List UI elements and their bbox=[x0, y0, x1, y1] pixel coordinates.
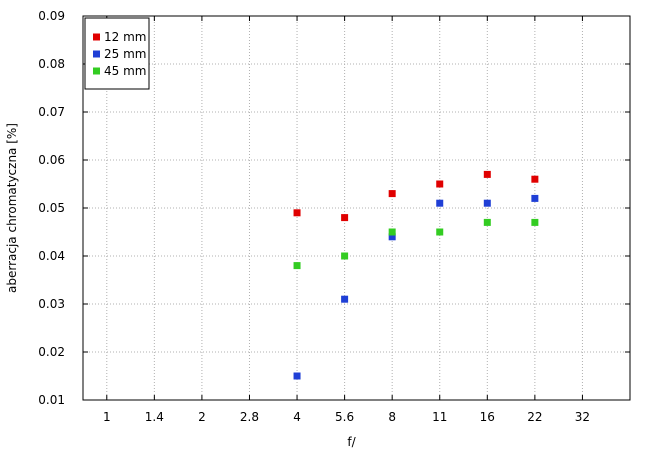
data-point bbox=[388, 228, 396, 236]
data-point bbox=[436, 199, 444, 207]
data-point bbox=[341, 252, 349, 260]
y-axis-label: aberracja chromatyczna [%] bbox=[5, 123, 19, 293]
x-tick-label: 16 bbox=[480, 410, 495, 424]
data-point bbox=[293, 372, 301, 380]
y-tick-label: 0.01 bbox=[38, 393, 65, 407]
axis-ticks: 1 1.4 2 2.8 4 5.6 8 11 16 22 32 0.01 0.02 0.03 0.04 0.0… bbox=[38, 9, 630, 424]
x-tick-label: 22 bbox=[527, 410, 542, 424]
x-axis-label: f/ bbox=[347, 435, 356, 449]
x-tick-label: 2.8 bbox=[240, 410, 259, 424]
y-tick-label: 0.03 bbox=[38, 297, 65, 311]
y-tick-label: 0.09 bbox=[38, 9, 65, 23]
legend-label: 45 mm bbox=[104, 64, 146, 78]
grid bbox=[83, 16, 630, 400]
legend-label: 12 mm bbox=[104, 30, 146, 44]
data-point bbox=[341, 214, 349, 222]
x-tick-label: 1 bbox=[103, 410, 111, 424]
data-point bbox=[293, 262, 301, 270]
data-point bbox=[388, 190, 396, 198]
data-points bbox=[293, 170, 539, 380]
data-point bbox=[436, 180, 444, 188]
legend-marker bbox=[93, 67, 100, 75]
y-tick-label: 0.06 bbox=[38, 153, 65, 167]
x-tick-label: 32 bbox=[575, 410, 590, 424]
x-tick-label: 4 bbox=[293, 410, 301, 424]
legend-marker bbox=[93, 33, 100, 41]
data-point bbox=[436, 228, 444, 236]
legend-marker bbox=[93, 50, 100, 58]
y-tick-label: 0.07 bbox=[38, 105, 65, 119]
x-tick-label: 1.4 bbox=[145, 410, 164, 424]
data-point bbox=[293, 209, 301, 217]
x-tick-label: 2 bbox=[198, 410, 206, 424]
y-tick-label: 0.02 bbox=[38, 345, 65, 359]
data-point bbox=[531, 175, 539, 183]
data-point bbox=[388, 233, 396, 241]
data-point bbox=[341, 295, 349, 303]
legend-label: 25 mm bbox=[104, 47, 146, 61]
x-tick-label: 8 bbox=[388, 410, 396, 424]
x-tick-label: 5.6 bbox=[335, 410, 354, 424]
data-point bbox=[531, 194, 539, 202]
legend: 12 mm 25 mm 45 mm bbox=[84, 17, 150, 90]
data-point bbox=[531, 218, 539, 226]
y-tick-label: 0.08 bbox=[38, 57, 65, 71]
y-tick-label: 0.05 bbox=[38, 201, 65, 215]
data-point bbox=[483, 218, 491, 226]
x-tick-label: 11 bbox=[432, 410, 447, 424]
data-point bbox=[483, 199, 491, 207]
data-point bbox=[483, 170, 491, 178]
y-tick-label: 0.04 bbox=[38, 249, 65, 263]
